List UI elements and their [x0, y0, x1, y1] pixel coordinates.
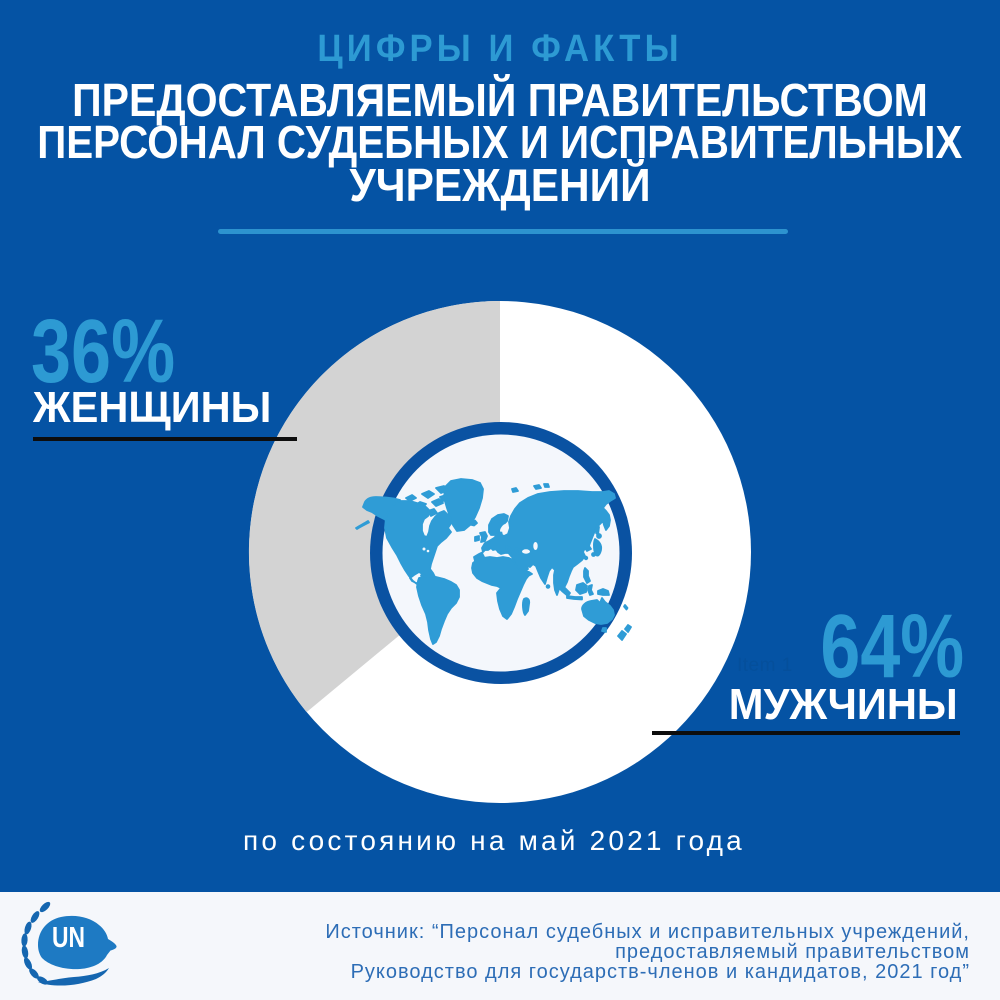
svg-text:UN: UN	[52, 922, 85, 954]
